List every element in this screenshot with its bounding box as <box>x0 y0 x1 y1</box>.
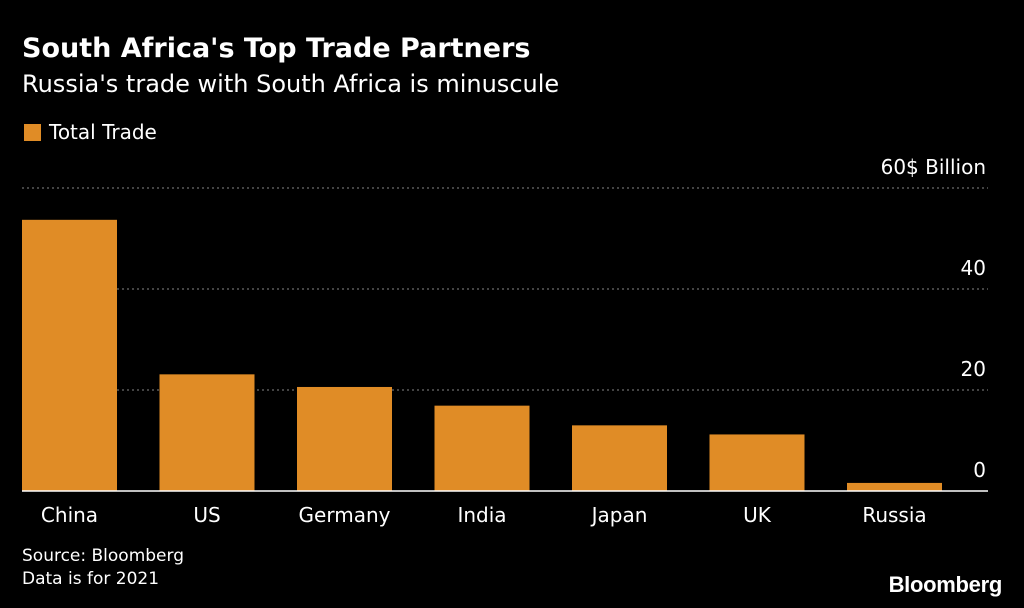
bar <box>572 425 667 491</box>
y-tick-label: 0 <box>973 458 986 482</box>
x-tick-label: Russia <box>862 503 926 527</box>
bar <box>847 482 942 491</box>
legend: Total Trade <box>24 120 157 144</box>
bar <box>434 405 530 491</box>
bar <box>297 386 392 491</box>
x-tick-label: Japan <box>590 503 648 527</box>
y-tick-label: 60$ Billion <box>881 155 986 179</box>
y-tick-label: 20 <box>961 357 986 381</box>
bar <box>159 374 255 491</box>
x-tick-label: China <box>41 503 98 527</box>
chart-title: South Africa's Top Trade Partners <box>22 33 531 64</box>
legend-swatch <box>24 123 41 141</box>
bar <box>709 434 805 491</box>
source-note: Source: Bloomberg <box>22 546 184 566</box>
data-note: Data is for 2021 <box>22 569 160 589</box>
bloomberg-logo: Bloomberg <box>888 572 1003 597</box>
bar <box>22 219 117 491</box>
x-tick-label: Germany <box>299 503 391 527</box>
x-tick-label: US <box>193 503 220 527</box>
x-tick-label: India <box>457 503 506 527</box>
y-tick-label: 40 <box>961 256 986 280</box>
x-tick-label: UK <box>743 503 772 527</box>
legend-label: Total Trade <box>49 120 157 144</box>
chart-subtitle: Russia's trade with South Africa is minu… <box>22 70 560 98</box>
footer: Source: Bloomberg Data is for 2021 <box>22 545 184 591</box>
